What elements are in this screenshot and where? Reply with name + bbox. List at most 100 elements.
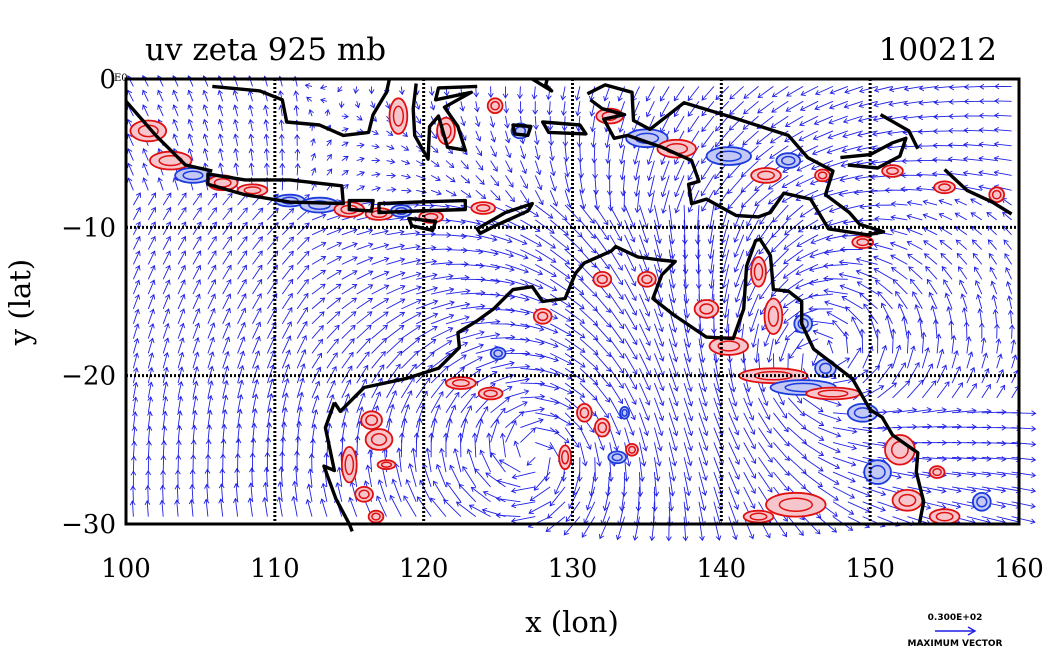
wind-vector (580, 428, 591, 450)
wind-vector (555, 472, 565, 494)
wind-vector (979, 130, 996, 131)
wind-vector (475, 433, 476, 457)
wind-vector (327, 298, 341, 309)
wind-vector (549, 101, 550, 114)
wind-vector (404, 496, 416, 517)
wind-vector (387, 299, 405, 309)
wind-vector (788, 472, 805, 489)
wind-vector (743, 131, 759, 145)
wind-vector (223, 251, 232, 264)
wind-vector (675, 116, 685, 132)
positive-vorticity-contour (150, 152, 192, 170)
wind-vector (926, 267, 937, 280)
wind-vector (580, 442, 586, 465)
wind-vector (874, 257, 893, 265)
wind-vector (744, 86, 758, 98)
positive-vorticity-contour (934, 181, 955, 193)
wind-vector (327, 353, 337, 368)
positive-vorticity-contour (593, 272, 611, 287)
wind-vector (729, 398, 737, 421)
wind-vector (810, 250, 833, 257)
wind-vector (148, 486, 149, 502)
wind-vector (839, 274, 862, 279)
wind-vector (357, 339, 371, 354)
wind-vector (624, 190, 625, 211)
negative-vorticity-contour (707, 147, 752, 165)
wind-vector (660, 86, 669, 101)
wind-vector (595, 205, 608, 225)
wind-vector (520, 339, 544, 344)
wind-vector (702, 161, 714, 180)
wind-vector (387, 338, 403, 353)
wind-vector (459, 484, 476, 501)
positive-vorticity-contour (626, 444, 638, 456)
wind-vector (401, 405, 408, 428)
wind-vector (327, 271, 341, 280)
wind-vector (223, 208, 232, 220)
wind-vector (803, 457, 823, 471)
wind-vector (813, 331, 833, 339)
wind-vector (133, 427, 134, 443)
positive-vorticity-contour (751, 257, 766, 287)
wind-vector (964, 130, 982, 131)
wind-vector (282, 237, 293, 250)
positive-vorticity-contour (989, 187, 1004, 202)
wind-vector-head (321, 270, 326, 274)
wind-vector (297, 251, 309, 264)
wind-vector (769, 339, 774, 363)
wind-vector (907, 380, 923, 398)
negative-vorticity-contour (973, 493, 991, 511)
wind-vector (534, 472, 550, 490)
wind-vector (580, 205, 594, 223)
wind-vector (455, 449, 461, 472)
wind-vector (506, 402, 528, 413)
wind-vector (441, 449, 446, 473)
wind-vector-head (566, 517, 570, 522)
wind-vector (927, 280, 937, 295)
wind-vector (788, 398, 804, 416)
wind-vector-head (833, 496, 838, 500)
wind-vector (253, 294, 262, 309)
positive-vorticity-contour (930, 509, 960, 524)
wind-vector (788, 428, 806, 444)
wind-vector (177, 500, 178, 516)
wind-vector (699, 383, 706, 406)
wind-vector (337, 483, 342, 502)
wind-vector (342, 312, 356, 324)
wind-vector (323, 484, 327, 502)
wind-vector (282, 223, 293, 235)
wind-vector (874, 269, 892, 280)
wind-vector (282, 265, 293, 279)
wind-vector (282, 294, 292, 309)
wind-vector (491, 375, 514, 383)
wind-vector (416, 391, 427, 413)
wind-vector (427, 448, 431, 472)
wind-vector (461, 406, 471, 428)
wind-vector-head (619, 383, 623, 388)
y-tick-label: −10 (61, 213, 116, 243)
wind-vector (942, 267, 952, 280)
wind-vector (610, 339, 624, 358)
positive-vorticity-contour (815, 170, 830, 182)
negative-vorticity-contour (864, 460, 891, 484)
wind-vector-head (790, 354, 794, 359)
wind-vector (729, 131, 744, 146)
wind-vector (594, 146, 595, 163)
wind-vector (148, 441, 149, 457)
wind-vector (818, 442, 840, 452)
wind-vector (481, 450, 491, 472)
wind-vector (610, 383, 623, 403)
wind-vector (372, 312, 388, 324)
wind-vector (842, 297, 863, 309)
wind-vector (312, 353, 322, 368)
wind-vector (684, 324, 689, 347)
reference-vector-key: 0.300E+02 MAXIMUM VECTOR (907, 613, 1002, 649)
positive-vorticity-contour (471, 202, 495, 214)
wind-vector (506, 412, 524, 428)
wind-vector (587, 487, 595, 510)
wind-vector-head (619, 295, 623, 300)
wind-vector (756, 339, 758, 363)
wind-vector (327, 339, 338, 353)
wind-vector (327, 284, 341, 294)
wind-vector (758, 101, 774, 113)
